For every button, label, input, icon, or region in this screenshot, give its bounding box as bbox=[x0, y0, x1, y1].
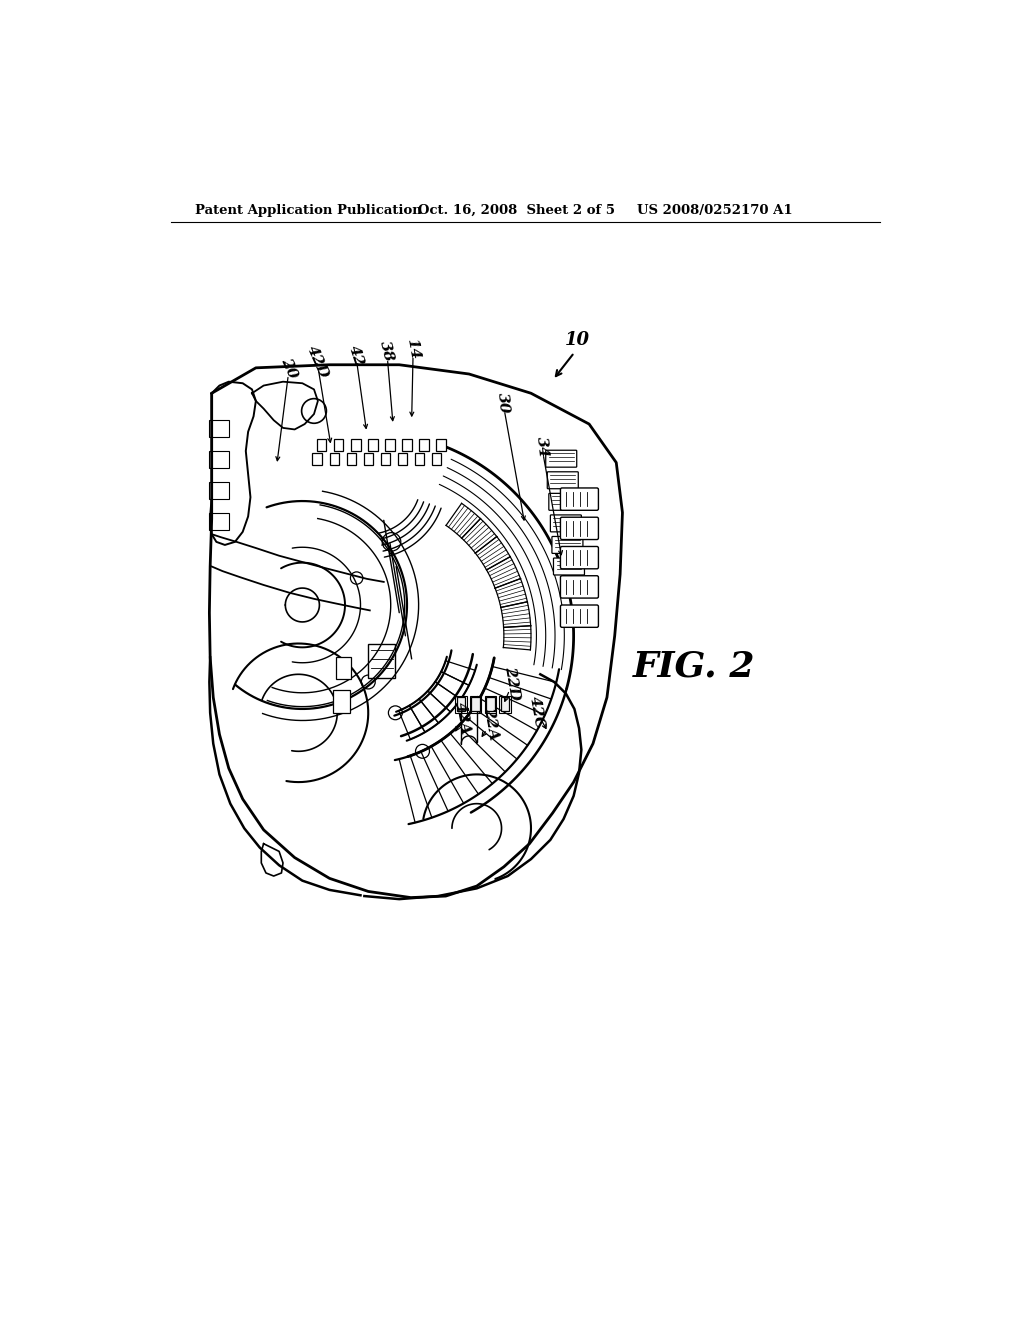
Bar bbox=[330, 453, 339, 465]
Bar bbox=[334, 438, 343, 451]
Text: 20: 20 bbox=[279, 355, 300, 380]
Text: 38: 38 bbox=[378, 339, 396, 364]
Bar bbox=[334, 689, 350, 713]
Bar bbox=[436, 438, 445, 451]
Text: 30: 30 bbox=[495, 392, 511, 414]
FancyBboxPatch shape bbox=[546, 450, 577, 467]
Bar bbox=[369, 438, 378, 451]
Bar bbox=[312, 453, 322, 465]
Bar bbox=[415, 453, 424, 465]
Text: 42: 42 bbox=[346, 343, 366, 368]
FancyBboxPatch shape bbox=[550, 515, 582, 532]
Bar bbox=[397, 453, 407, 465]
Bar bbox=[500, 696, 511, 713]
Bar bbox=[455, 696, 467, 713]
Bar bbox=[484, 696, 496, 713]
Text: 22A: 22A bbox=[481, 706, 501, 741]
Text: Oct. 16, 2008  Sheet 2 of 5: Oct. 16, 2008 Sheet 2 of 5 bbox=[418, 205, 614, 218]
Bar bbox=[209, 451, 228, 469]
Text: 42D: 42D bbox=[304, 343, 331, 380]
Bar bbox=[381, 453, 390, 465]
Bar bbox=[209, 482, 228, 499]
Bar bbox=[471, 697, 480, 711]
Bar bbox=[346, 453, 356, 465]
FancyBboxPatch shape bbox=[560, 576, 598, 598]
Bar bbox=[209, 512, 228, 529]
FancyBboxPatch shape bbox=[549, 494, 580, 511]
Bar bbox=[317, 438, 327, 451]
Bar bbox=[486, 697, 495, 711]
Text: US 2008/0252170 A1: US 2008/0252170 A1 bbox=[637, 205, 793, 218]
Text: 22D: 22D bbox=[503, 665, 522, 702]
Text: 10: 10 bbox=[565, 331, 590, 348]
Text: 42A: 42A bbox=[453, 701, 472, 737]
Text: 14: 14 bbox=[404, 337, 422, 360]
Bar bbox=[501, 697, 509, 711]
FancyBboxPatch shape bbox=[554, 558, 585, 576]
FancyBboxPatch shape bbox=[560, 605, 598, 627]
Text: 34: 34 bbox=[534, 436, 550, 458]
FancyBboxPatch shape bbox=[560, 517, 598, 540]
Bar bbox=[351, 438, 360, 451]
Bar bbox=[364, 453, 373, 465]
Bar bbox=[420, 438, 429, 451]
Bar bbox=[336, 657, 351, 678]
FancyBboxPatch shape bbox=[560, 488, 598, 511]
Bar bbox=[432, 453, 441, 465]
Bar bbox=[457, 697, 465, 711]
Text: 42C: 42C bbox=[527, 696, 547, 730]
Bar bbox=[385, 438, 394, 451]
FancyBboxPatch shape bbox=[552, 536, 583, 553]
Bar bbox=[369, 644, 395, 678]
Bar bbox=[470, 696, 481, 713]
FancyBboxPatch shape bbox=[560, 546, 598, 569]
Bar bbox=[209, 420, 228, 437]
Text: Patent Application Publication: Patent Application Publication bbox=[196, 205, 422, 218]
Text: FIG. 2: FIG. 2 bbox=[633, 649, 755, 684]
Bar bbox=[402, 438, 412, 451]
FancyBboxPatch shape bbox=[547, 471, 579, 488]
